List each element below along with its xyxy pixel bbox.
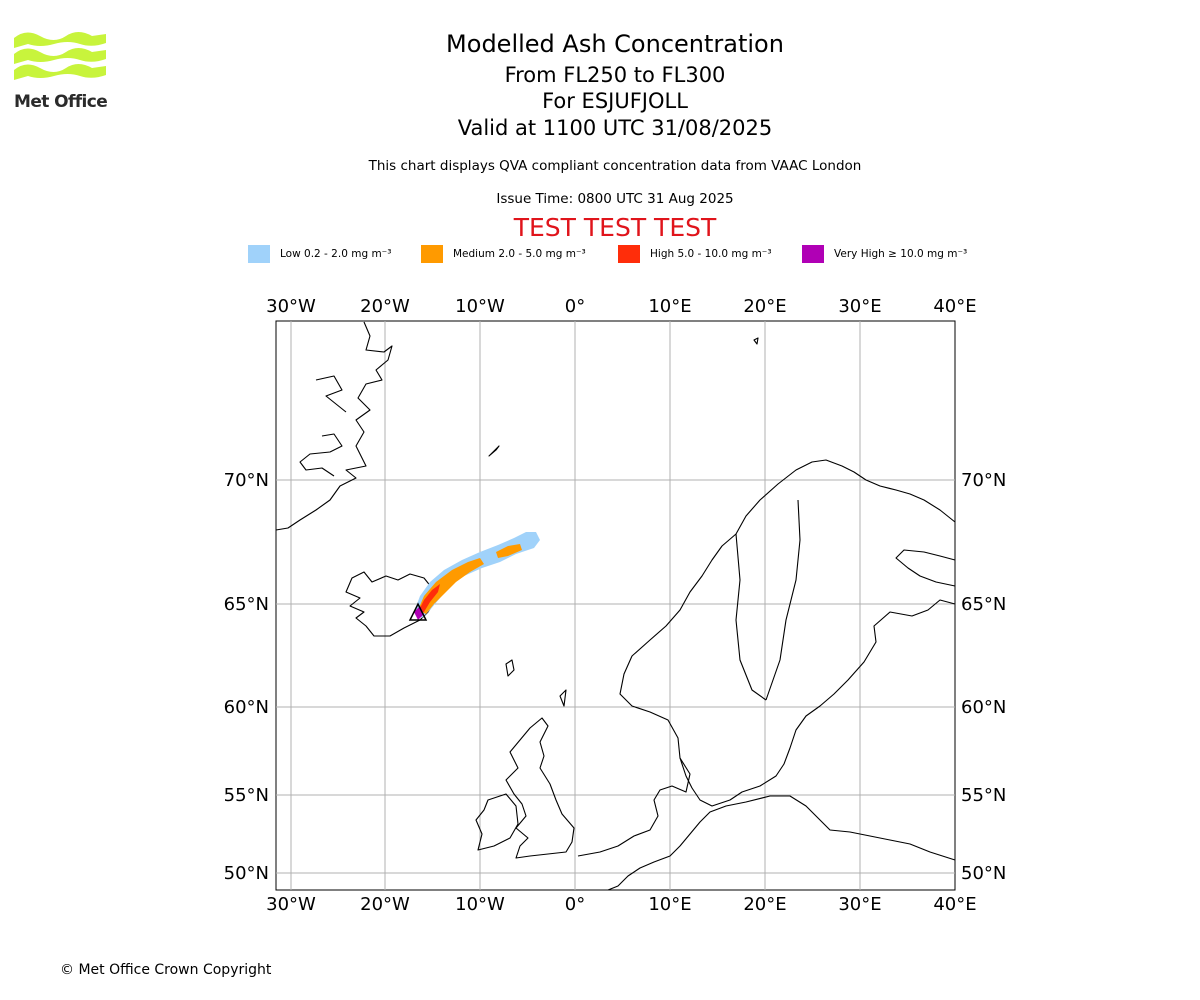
ash-high (418, 584, 440, 612)
issue-time: Issue Time: 0800 UTC 31 Aug 2025 (496, 191, 734, 207)
ash-medium-2 (496, 544, 522, 558)
tick-bottom-lon: 30°W (266, 894, 316, 915)
tick-top-lon: 20°W (360, 296, 410, 317)
tick-left-lat: 60°N (224, 697, 269, 718)
map-gridlines (276, 321, 955, 890)
tick-left-lat: 65°N (224, 594, 269, 615)
valid-time: Valid at 1100 UTC 31/08/2025 (457, 116, 773, 140)
map-frame (275, 320, 956, 891)
legend-item-high: High 5.0 - 10.0 mg m⁻³ (618, 244, 772, 264)
left-lat-ticks: 70°N 65°N 60°N 55°N 50°N (224, 470, 269, 884)
volcano-marker-icon (408, 602, 428, 621)
legend-swatch-very-high (802, 245, 824, 263)
tick-top-lon: 40°E (933, 296, 976, 317)
logo-text: Met Office (14, 92, 108, 112)
legend-label-very-high: Very High ≥ 10.0 mg m⁻³ (834, 248, 968, 260)
tick-bottom-lon: 10°E (648, 894, 691, 915)
tick-right-lat: 70°N (961, 470, 1006, 491)
tick-left-lat: 50°N (224, 863, 269, 884)
chart-title: Modelled Ash Concentration (446, 30, 784, 58)
tick-top-lon: 30°W (266, 296, 316, 317)
tick-top-lon: 30°E (838, 296, 881, 317)
copyright: © Met Office Crown Copyright (60, 962, 272, 978)
top-lon-ticks: 30°W 20°W 10°W 0° 10°E 20°E 30°E 40°E (266, 296, 976, 317)
legend-swatch-high (618, 245, 640, 263)
legend-swatch-medium (421, 245, 443, 263)
tick-top-lon: 20°E (743, 296, 786, 317)
legend-swatch-low (248, 245, 270, 263)
tick-left-lat: 70°N (224, 470, 269, 491)
legend-label-low: Low 0.2 - 2.0 mg m⁻³ (280, 248, 392, 260)
flight-level-range: From FL250 to FL300 (504, 63, 726, 87)
met-office-logo-icon (14, 32, 106, 80)
legend-label-high: High 5.0 - 10.0 mg m⁻³ (650, 248, 772, 260)
tick-right-lat: 50°N (961, 863, 1006, 884)
tick-bottom-lon: 40°E (933, 894, 976, 915)
ash-medium (418, 558, 484, 614)
tick-bottom-lon: 10°W (455, 894, 505, 915)
legend-item-low: Low 0.2 - 2.0 mg m⁻³ (248, 244, 391, 264)
bottom-lon-ticks: 30°W 20°W 10°W 0° 10°E 20°E 30°E 40°E (266, 894, 976, 915)
tick-top-lon: 10°W (455, 296, 505, 317)
right-lat-ticks: 70°N 65°N 60°N 55°N 50°N (961, 470, 1006, 884)
legend-item-very-high: Very High ≥ 10.0 mg m⁻³ (802, 244, 967, 264)
tick-top-lon: 10°E (648, 296, 691, 317)
tick-bottom-lon: 30°E (838, 894, 881, 915)
tick-bottom-lon: 20°W (360, 894, 410, 915)
legend-label-medium: Medium 2.0 - 5.0 mg m⁻³ (453, 248, 586, 260)
tick-right-lat: 65°N (961, 594, 1006, 615)
ash-cloud (414, 532, 540, 620)
tick-bottom-lon: 20°E (743, 894, 786, 915)
volcano-name: For ESJUFJOLL (542, 89, 688, 113)
test-banner: TEST TEST TEST (513, 213, 717, 242)
qva-note: This chart displays QVA compliant concen… (368, 158, 862, 174)
tick-bottom-lon: 0° (565, 894, 585, 915)
tick-right-lat: 60°N (961, 697, 1006, 718)
tick-top-lon: 0° (565, 296, 585, 317)
tick-left-lat: 55°N (224, 785, 269, 806)
legend-item-medium: Medium 2.0 - 5.0 mg m⁻³ (421, 244, 586, 264)
coastlines (275, 321, 956, 891)
tick-right-lat: 55°N (961, 785, 1006, 806)
